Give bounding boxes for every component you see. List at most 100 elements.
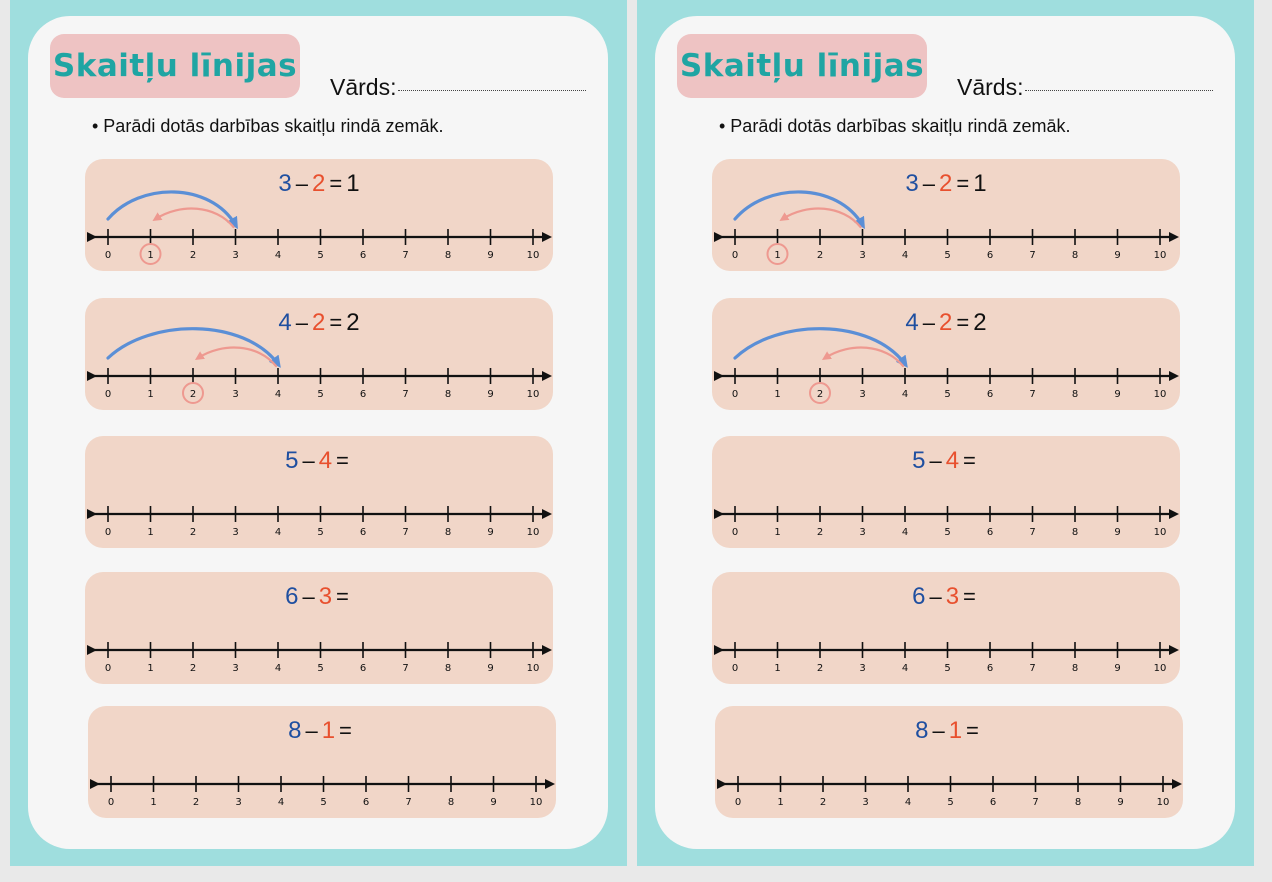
answer[interactable]: 1 <box>973 170 987 197</box>
tick-label: 2 <box>817 250 823 261</box>
tick-label: 4 <box>275 527 281 538</box>
number-line[interactable]: 0 1 2 3 4 5 6 7 8 9 10 <box>85 298 553 410</box>
tick-label: 8 <box>1075 797 1081 808</box>
tick-label: 2 <box>817 527 823 538</box>
tick-label: 1 <box>147 389 153 400</box>
minus-sign: – <box>922 171 936 196</box>
title-badge: Skaitļu līnijas <box>677 34 927 98</box>
tick-label: 3 <box>859 250 865 261</box>
tick-label: 5 <box>944 250 950 261</box>
tick-label: 8 <box>1072 250 1078 261</box>
minus-sign: – <box>305 718 318 743</box>
tick-label: 7 <box>1029 250 1035 261</box>
backward-jump-arrow <box>152 207 235 229</box>
tick-label: 4 <box>275 663 281 674</box>
tick-label: 3 <box>232 527 238 538</box>
tick-label: 7 <box>405 797 411 808</box>
tick-label: 7 <box>402 250 408 261</box>
minuend: 8 <box>288 717 302 744</box>
worksheet-title: Skaitļu līnijas <box>52 48 298 84</box>
tick-label: 1 <box>774 663 780 674</box>
number-line[interactable]: 0 1 2 3 4 5 6 7 8 9 10 <box>715 706 1183 818</box>
equals-sign: = <box>956 310 970 335</box>
number-line[interactable]: 0 1 2 3 4 5 6 7 8 9 10 <box>712 436 1180 548</box>
tick-label: 7 <box>1032 797 1038 808</box>
tick-label: 1 <box>774 250 780 261</box>
number-line[interactable]: 0 1 2 3 4 5 6 7 8 9 10 <box>88 706 556 818</box>
instruction-text: • Parādi dotās darbības skaitļu rindā ze… <box>92 116 444 136</box>
tick-label: 6 <box>360 527 366 538</box>
subtrahend: 4 <box>318 447 333 474</box>
number-line[interactable]: 0 1 2 3 4 5 6 7 8 9 10 <box>85 572 553 684</box>
number-line[interactable]: 0 1 2 3 4 5 6 7 8 9 10 <box>712 298 1180 410</box>
equation: 5–4 = <box>712 447 1180 475</box>
name-field[interactable] <box>1025 90 1213 91</box>
forward-jump-arrow <box>733 190 865 230</box>
tick-label: 9 <box>1114 527 1120 538</box>
tick-label: 0 <box>105 527 111 538</box>
tick-label: 6 <box>363 797 369 808</box>
tick-label: 5 <box>317 527 323 538</box>
answer[interactable]: 1 <box>346 170 360 197</box>
minuend: 4 <box>278 309 292 336</box>
tick-label: 10 <box>1157 797 1170 808</box>
tick-label: 2 <box>190 250 196 261</box>
equation: 4–2 = 2 <box>85 309 553 337</box>
problem-card-2: 4–2 = 2 0 1 2 3 4 5 6 7 8 9 10 <box>85 298 553 410</box>
tick-label: 0 <box>732 527 738 538</box>
equals-sign: = <box>329 171 343 196</box>
tick-label: 1 <box>150 797 156 808</box>
equation: 3–2 = 1 <box>85 170 553 198</box>
name-field[interactable] <box>398 90 586 91</box>
tick-label: 2 <box>817 663 823 674</box>
tick-label: 4 <box>275 389 281 400</box>
problem-card-4: 6–3 = 0 1 2 3 4 5 6 7 8 9 10 <box>712 572 1180 684</box>
tick-label: 4 <box>902 250 908 261</box>
tick-label: 0 <box>105 250 111 261</box>
tick-label: 6 <box>360 663 366 674</box>
equals-sign: = <box>956 171 970 196</box>
minuend: 5 <box>285 447 299 474</box>
number-line[interactable]: 0 1 2 3 4 5 6 7 8 9 10 <box>85 436 553 548</box>
backward-jump-arrow <box>821 346 905 368</box>
tick-label: 8 <box>1072 527 1078 538</box>
tick-label: 1 <box>147 527 153 538</box>
tick-label: 7 <box>402 663 408 674</box>
tick-label: 10 <box>527 527 540 538</box>
backward-jump-arrow <box>779 207 862 229</box>
subtrahend: 3 <box>945 583 960 610</box>
tick-label: 9 <box>487 250 493 261</box>
minus-sign: – <box>929 448 942 473</box>
tick-label: 8 <box>445 527 451 538</box>
tick-label: 0 <box>732 663 738 674</box>
tick-label: 3 <box>859 527 865 538</box>
number-line[interactable]: 0 1 2 3 4 5 6 7 8 9 10 <box>85 159 553 271</box>
tick-label: 8 <box>1072 389 1078 400</box>
answer[interactable]: 2 <box>346 309 360 336</box>
tick-label: 5 <box>944 389 950 400</box>
tick-label: 8 <box>445 250 451 261</box>
worksheet-right: Skaitļu līnijas Vārds: • Parādi dotās da… <box>637 0 1254 866</box>
tick-label: 10 <box>530 797 543 808</box>
tick-label: 2 <box>190 663 196 674</box>
equals-sign: = <box>329 310 343 335</box>
subtrahend: 1 <box>321 717 336 744</box>
number-line[interactable]: 0 1 2 3 4 5 6 7 8 9 10 <box>712 159 1180 271</box>
subtrahend: 4 <box>945 447 960 474</box>
tick-label: 0 <box>105 663 111 674</box>
minuend: 6 <box>912 583 926 610</box>
equals-sign: = <box>336 584 349 609</box>
equation: 3–2 = 1 <box>712 170 1180 198</box>
name-label: Vārds: <box>330 74 397 100</box>
answer[interactable]: 2 <box>973 309 987 336</box>
tick-label: 10 <box>527 250 540 261</box>
problem-card-1: 3–2 = 1 0 1 2 3 4 5 6 7 8 9 10 <box>712 159 1180 271</box>
tick-label: 1 <box>774 389 780 400</box>
tick-label: 8 <box>445 663 451 674</box>
tick-label: 5 <box>320 797 326 808</box>
tick-label: 9 <box>487 527 493 538</box>
tick-label: 9 <box>487 663 493 674</box>
problem-card-4: 6–3 = 0 1 2 3 4 5 6 7 8 9 10 <box>85 572 553 684</box>
number-line[interactable]: 0 1 2 3 4 5 6 7 8 9 10 <box>712 572 1180 684</box>
minus-sign: – <box>922 310 936 335</box>
